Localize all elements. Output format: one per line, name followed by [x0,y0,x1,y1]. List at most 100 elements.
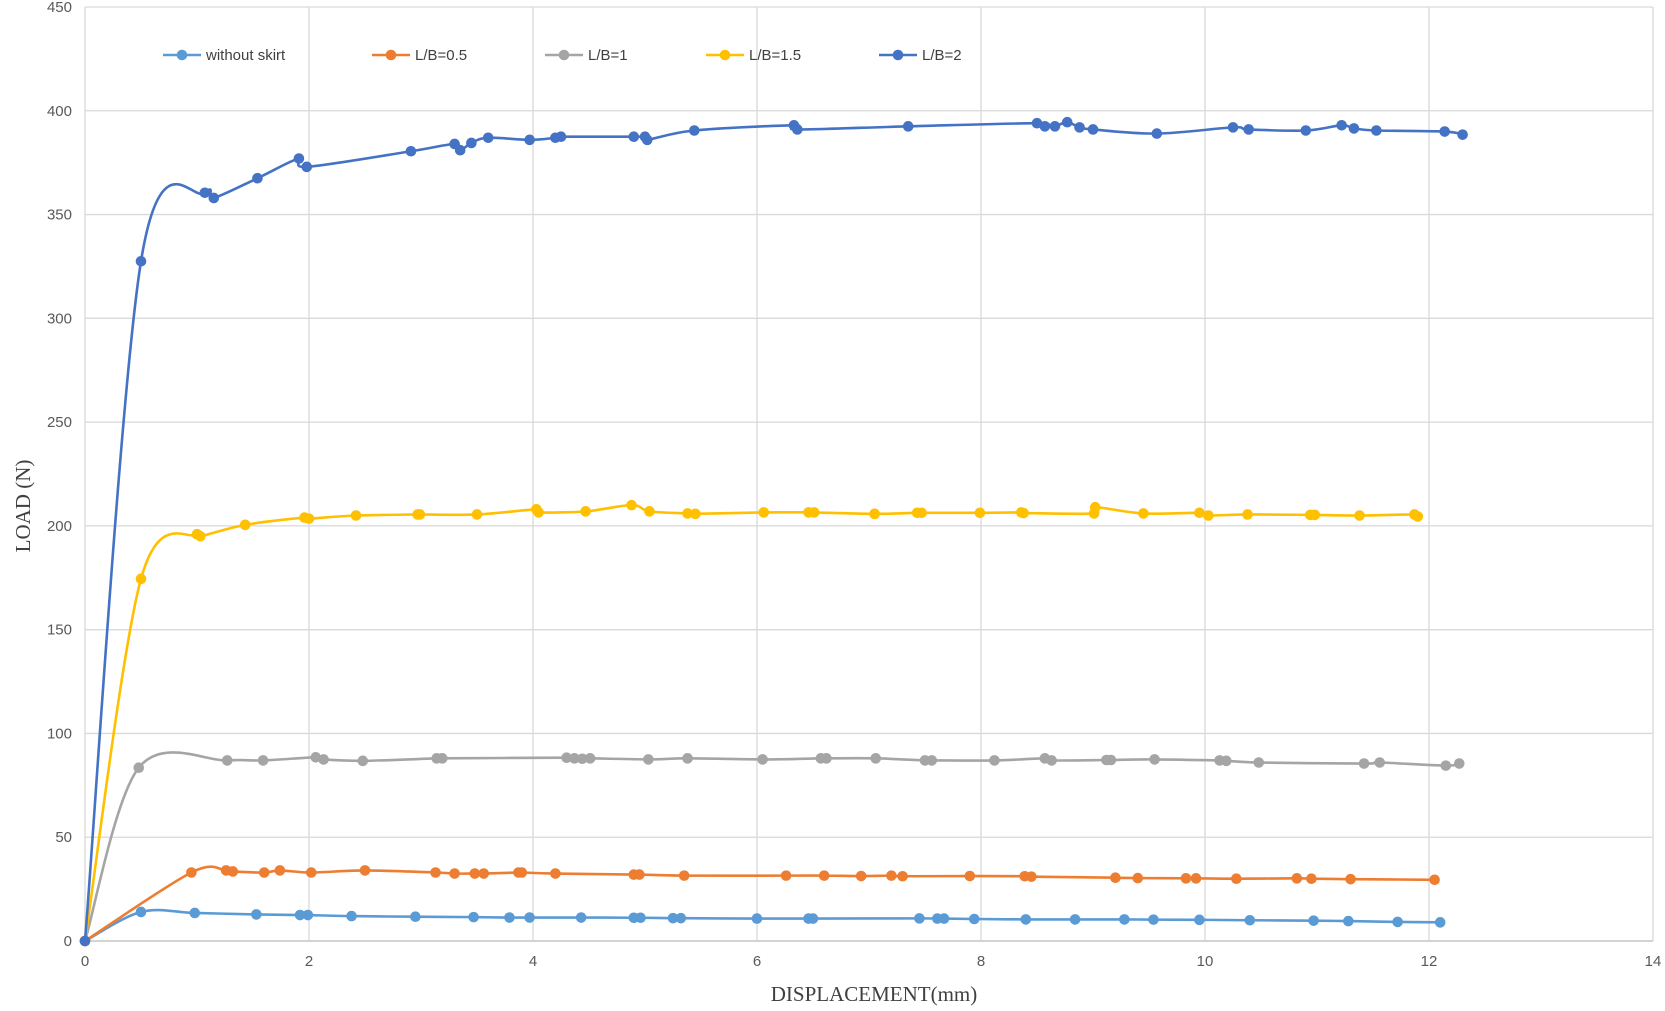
data-point [1020,914,1032,925]
data-point [886,870,897,881]
data-point [584,753,596,764]
data-point [688,125,700,136]
data-point [855,870,867,882]
data-point [1343,915,1354,927]
data-point [258,867,270,878]
y-tick-label: 350 [47,207,72,224]
data-point [1253,757,1265,768]
data-point [1371,125,1382,136]
data-point [1180,873,1192,884]
data-point [1069,914,1081,925]
series-4 [79,116,1468,947]
data-point [410,911,421,923]
data-point [79,935,91,947]
data-point [1392,916,1403,928]
data-point [478,868,490,879]
data-point [1348,123,1360,134]
x-tick-label: 4 [529,953,537,970]
x-tick-label: 2 [305,953,313,970]
x-tick-label: 0 [81,953,89,970]
data-point [1244,914,1256,926]
data-point [1291,873,1303,884]
data-point [807,913,819,924]
legend-item: L/B=1 [545,47,628,64]
legend-item: L/B=2 [879,47,962,64]
data-point [466,137,477,149]
data-point [643,754,654,765]
data-point [318,754,329,765]
data-point [780,870,792,881]
data-point [682,753,693,764]
legend-label: L/B=0.5 [415,47,467,64]
data-point [1434,917,1446,928]
data-point [1026,871,1037,882]
data-point [257,755,269,766]
data-point [818,870,830,881]
data-point [1345,873,1356,885]
axes: 0 50 100 150 200 250 300 350 400 450 0 2 4 6 8 10 12 14 [47,0,1661,970]
data-point [974,507,986,519]
data-point [468,911,479,923]
y-tick-label: 0 [64,933,72,950]
data-point [1151,128,1163,139]
data-point [667,912,679,924]
data-point [1429,874,1440,886]
data-point [186,867,197,878]
data-point [1457,129,1468,140]
data-point [1074,122,1085,133]
data-point [1440,760,1452,771]
data-point [274,865,286,876]
y-tick-label: 400 [47,103,72,120]
data-point [626,499,637,511]
data-point [580,506,591,517]
series-1 [79,865,1440,947]
data-point [576,753,588,765]
data-point [869,508,880,520]
data-point [293,153,305,164]
data-point [1039,121,1051,132]
data-point [926,755,938,766]
series [79,116,1468,947]
data-point [1119,914,1130,925]
y-tick-label: 450 [47,0,72,16]
data-point [1194,914,1205,926]
x-tick-label: 10 [1197,953,1214,970]
data-point [133,762,145,773]
data-point [1231,873,1242,885]
data-point [682,508,693,519]
data-point [1439,126,1450,137]
data-point [294,909,306,921]
data-point [1148,914,1159,925]
data-point [135,255,147,267]
legend-label: L/B=1 [588,47,628,64]
data-point [357,755,369,767]
data-point [678,870,690,881]
data-point [1374,757,1386,768]
x-axis-title: DISPLACEMENT(mm) [771,982,978,1006]
data-point [870,753,882,764]
data-point [938,913,950,924]
data-point [550,868,561,879]
series-line [83,908,1442,943]
data-point [989,755,1000,766]
series-2 [79,751,1465,947]
data-point [1308,915,1319,926]
data-point [1227,122,1239,133]
data-point [1203,510,1214,521]
data-point [346,910,357,922]
data-point [634,869,645,880]
data-point [675,912,687,924]
grid [84,6,1654,942]
data-point [305,867,317,878]
data-point [252,172,263,184]
legend: without skirt L/B=0.5 L/B=1 L/B=1.5 L/B=2 [163,47,962,64]
y-tick-label: 50 [55,829,72,846]
data-point [482,132,494,144]
data-point [635,912,646,924]
data-point [221,755,233,766]
x-tick-label: 6 [753,953,761,970]
data-point [968,913,980,925]
data-point [301,161,313,173]
